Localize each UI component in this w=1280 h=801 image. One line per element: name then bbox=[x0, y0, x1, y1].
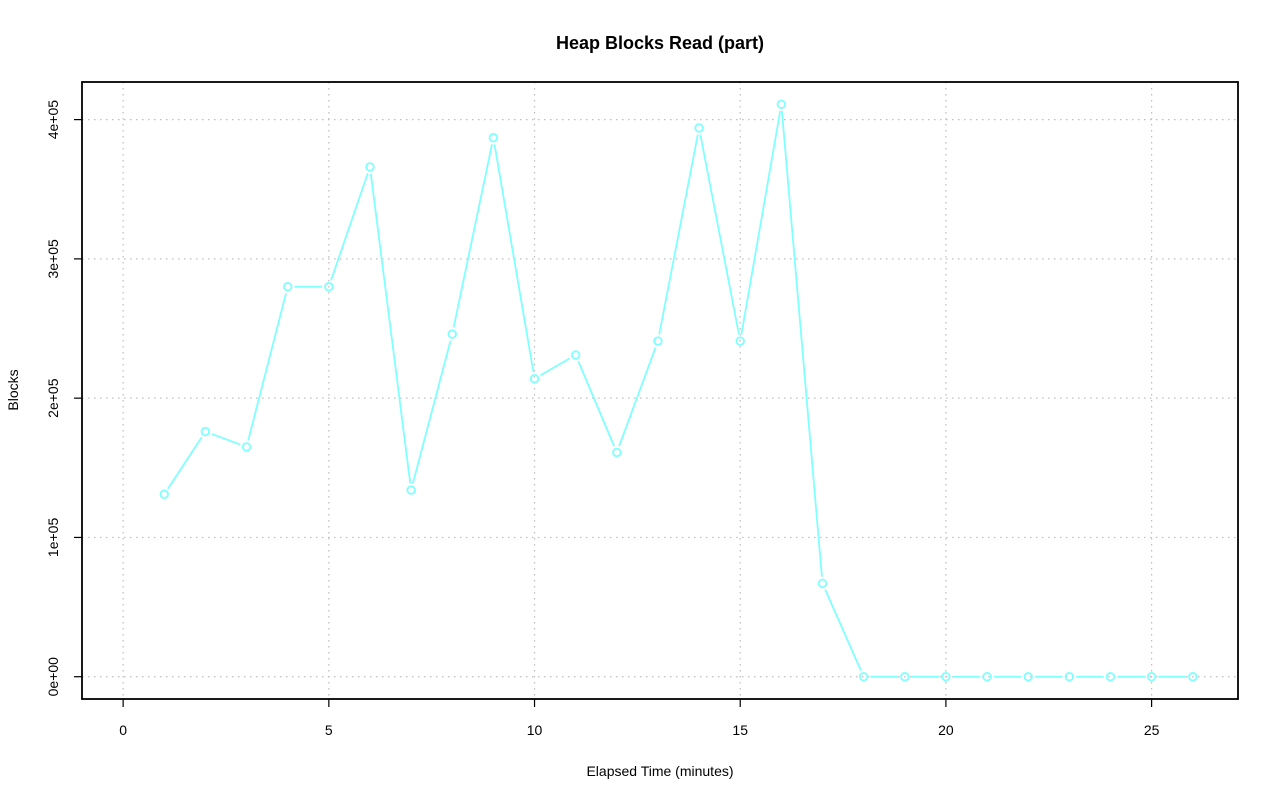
data-point bbox=[365, 162, 375, 172]
x-tick-label: 0 bbox=[119, 722, 127, 738]
data-point bbox=[159, 489, 169, 499]
x-axis-label: Elapsed Time (minutes) bbox=[586, 763, 733, 779]
series-line-segment bbox=[493, 144, 535, 373]
data-point bbox=[858, 672, 869, 682]
series-line-segment bbox=[824, 589, 862, 671]
data-point bbox=[570, 350, 581, 360]
series-line-segment bbox=[330, 173, 369, 281]
data-point bbox=[1146, 672, 1157, 682]
series-line-segment bbox=[618, 347, 657, 447]
data-point bbox=[653, 336, 663, 346]
x-tick-label: 25 bbox=[1144, 722, 1160, 738]
data-point bbox=[735, 336, 745, 346]
data-point bbox=[900, 672, 910, 682]
chart-title: Heap Blocks Read (part) bbox=[556, 33, 764, 53]
data-point bbox=[1023, 672, 1033, 682]
series-line-segment bbox=[369, 173, 412, 484]
data-point bbox=[200, 426, 211, 437]
series-line-segment bbox=[411, 340, 452, 484]
y-axis: 0e+00 1e+05 2e+05 3e+05 4e+05 bbox=[45, 100, 82, 697]
data-point bbox=[447, 329, 457, 339]
data-point bbox=[817, 578, 828, 589]
y-tick-label: 1e+05 bbox=[45, 518, 61, 558]
y-tick-label: 2e+05 bbox=[45, 378, 61, 418]
x-axis: 0 5 10 15 20 25 bbox=[119, 699, 1160, 738]
y-axis-label: Blocks bbox=[5, 369, 21, 410]
series-line-segment bbox=[781, 110, 823, 577]
x-tick-label: 15 bbox=[732, 722, 748, 738]
data-point bbox=[1064, 672, 1075, 682]
data-point bbox=[529, 373, 540, 384]
plot-frame bbox=[81, 81, 1239, 700]
y-tick-label: 4e+05 bbox=[45, 100, 61, 140]
data-point bbox=[1188, 672, 1198, 682]
series-line-segment bbox=[740, 110, 782, 335]
series bbox=[159, 99, 1198, 682]
data-point bbox=[694, 123, 704, 133]
x-tick-label: 20 bbox=[938, 722, 954, 738]
y-tick-label: 3e+05 bbox=[45, 239, 61, 279]
x-tick-label: 5 bbox=[325, 722, 333, 738]
data-point bbox=[488, 133, 499, 143]
data-point bbox=[1105, 672, 1116, 682]
data-point bbox=[612, 447, 622, 458]
series-line-segment bbox=[247, 293, 287, 441]
data-point bbox=[406, 485, 416, 495]
series-line-segment bbox=[452, 144, 493, 328]
data-point bbox=[282, 282, 293, 292]
series-line-segment bbox=[577, 360, 615, 447]
data-point bbox=[324, 282, 334, 292]
series-line-segment bbox=[658, 134, 699, 335]
series-line-segment bbox=[211, 433, 241, 446]
data-point bbox=[776, 99, 787, 109]
grid bbox=[82, 82, 1238, 699]
data-point bbox=[982, 672, 992, 682]
data-point bbox=[941, 672, 951, 682]
series-line-segment bbox=[167, 436, 203, 490]
data-point bbox=[241, 442, 252, 452]
x-tick-label: 10 bbox=[527, 722, 543, 738]
series-line-segment bbox=[539, 357, 571, 377]
y-tick-label: 0e+00 bbox=[45, 657, 61, 697]
series-line-segment bbox=[699, 134, 740, 335]
